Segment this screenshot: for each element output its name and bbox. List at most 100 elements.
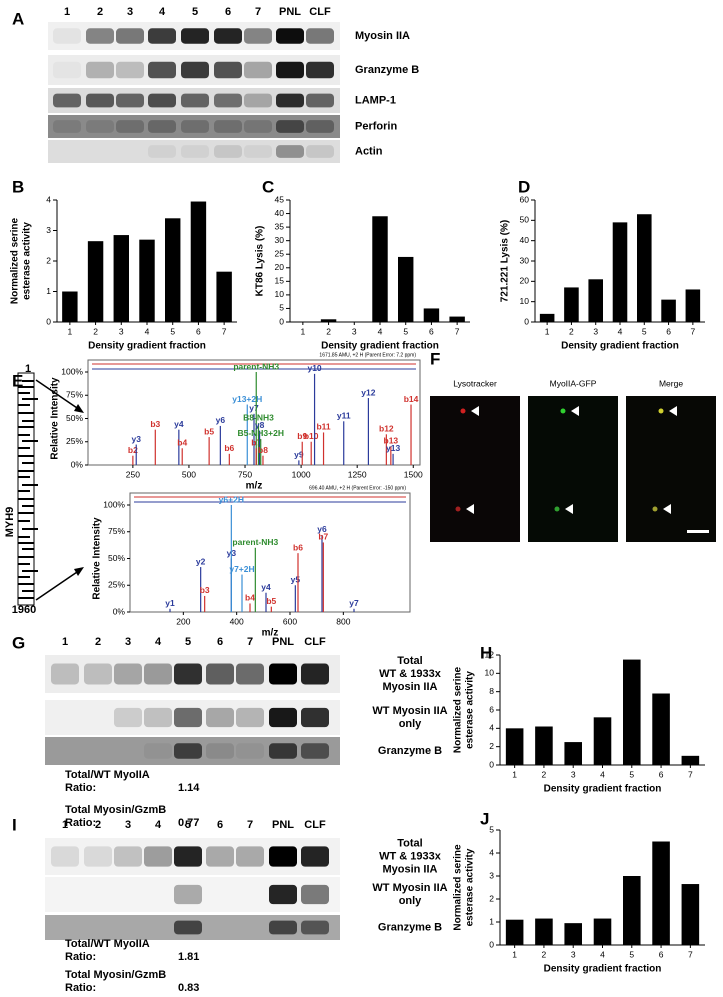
lane-label: 2 [95, 636, 101, 648]
gene-bar [17, 372, 35, 606]
peak-label: B8-NH3 [243, 412, 274, 422]
blot-band [86, 28, 114, 44]
x-tick-label: 7 [688, 769, 693, 779]
blot-band [206, 707, 234, 728]
blot-band [53, 62, 81, 79]
peak-label: y6+2H [219, 494, 244, 504]
peak-label: y9 [294, 450, 304, 460]
y-tick-label: 25 [275, 248, 285, 258]
gene-start: 1 [25, 363, 31, 375]
peak-label: b7 [318, 532, 328, 542]
blot-band [144, 663, 172, 685]
panel-label: C [262, 177, 274, 196]
y-tick-label: 2 [489, 893, 494, 903]
lane-label: PNL [272, 636, 294, 648]
x-tick-label: 1 [512, 769, 517, 779]
blot-band [236, 707, 264, 728]
arrowhead [565, 504, 573, 514]
y-tick-label: 1 [46, 286, 51, 296]
bar [637, 214, 652, 322]
x-tick-label: 5 [629, 949, 634, 959]
blot-row-label: Granzyme B [355, 64, 419, 76]
y-tick-label: 50 [520, 215, 530, 225]
blot-band [174, 707, 202, 728]
blot-band [148, 145, 176, 158]
lane-label: CLF [309, 6, 331, 18]
lane-label: 5 [185, 636, 191, 648]
barcode-stripe [18, 476, 30, 478]
blot-row-label: WT & 1933x [379, 850, 442, 862]
peak-label: y5 [291, 575, 301, 585]
panel-label: A [12, 9, 24, 28]
peak-label: y7 [249, 403, 259, 413]
blot-strip [48, 115, 340, 138]
y-tick-label: 25% [66, 436, 83, 446]
x-tick-label: 7 [222, 326, 227, 336]
ratio-label: Ratio: [65, 782, 96, 794]
peak-label: y1 [165, 598, 175, 608]
x-tick-label: 6 [659, 949, 664, 959]
y-tick-label: 8 [489, 686, 494, 696]
x-axis-title: m/z [262, 628, 279, 639]
lane-label: 7 [255, 6, 261, 18]
y-axis-title: 721.221 Lysis (%) [500, 220, 511, 302]
blot-band [181, 28, 209, 44]
blot-band [244, 28, 272, 44]
y-axis-title: Relative Intensity [50, 377, 61, 460]
panel-label: E [12, 371, 23, 390]
blot-band [181, 120, 209, 133]
peak-label: y10 [307, 363, 321, 373]
barcode-stripe [22, 590, 34, 592]
y-axis-title: esterase activity [465, 671, 476, 749]
peak-label: b6 [293, 542, 303, 552]
gene-end: 1960 [12, 604, 36, 616]
y-axis-title: KT86 Lysis (%) [255, 226, 266, 297]
barcode-stripe [22, 440, 38, 442]
blot-row-label: WT Myosin IIA [372, 705, 447, 717]
bar [139, 239, 155, 322]
channel-label: Lysotracker [453, 378, 497, 388]
arrow [35, 379, 81, 411]
bar [216, 271, 232, 322]
blot-band [236, 743, 264, 759]
arrowhead [471, 406, 479, 416]
x-tick-label: 250 [126, 469, 140, 479]
lane-label: 7 [247, 819, 253, 831]
barcode-stripe [22, 505, 34, 507]
x-tick-label: 750 [238, 469, 252, 479]
y-tick-label: 4 [46, 194, 51, 204]
bar [423, 308, 440, 322]
peak-label: b8 [258, 445, 268, 455]
barcode-stripe [18, 455, 34, 457]
x-tick-label: 7 [688, 949, 693, 959]
barcode-stripe [18, 498, 34, 500]
vesicle [460, 408, 466, 414]
peak-label: y6 [216, 415, 226, 425]
lane-label: 2 [95, 819, 101, 831]
lane-label: CLF [304, 819, 326, 831]
blot-band [244, 145, 272, 158]
lane-label: 4 [159, 6, 166, 18]
lane-label: 1 [64, 6, 70, 18]
blot-row-label: Total [397, 655, 422, 667]
x-tick-label: 5 [403, 326, 408, 336]
blot-row-label: only [399, 718, 422, 730]
x-tick-label: 5 [642, 326, 647, 336]
blot-band [84, 663, 112, 685]
barcode-stripe [18, 583, 34, 585]
x-axis-title: Density gradient fraction [544, 964, 662, 975]
y-axis-title: Relative Intensity [92, 517, 103, 600]
y-tick-label: 0 [46, 316, 51, 326]
ratio-label: Ratio: [65, 817, 96, 829]
x-tick-label: 4 [600, 769, 605, 779]
x-tick-label: 2 [542, 949, 547, 959]
bar [623, 659, 641, 765]
bar [190, 201, 207, 322]
channel-label: Merge [659, 378, 683, 388]
x-axis-title: Density gradient fraction [561, 341, 679, 352]
blot-band [214, 61, 242, 79]
blot-band [114, 846, 142, 867]
peak-label: b11 [316, 422, 330, 432]
panel-label: G [12, 633, 25, 652]
blot-band [206, 743, 234, 759]
